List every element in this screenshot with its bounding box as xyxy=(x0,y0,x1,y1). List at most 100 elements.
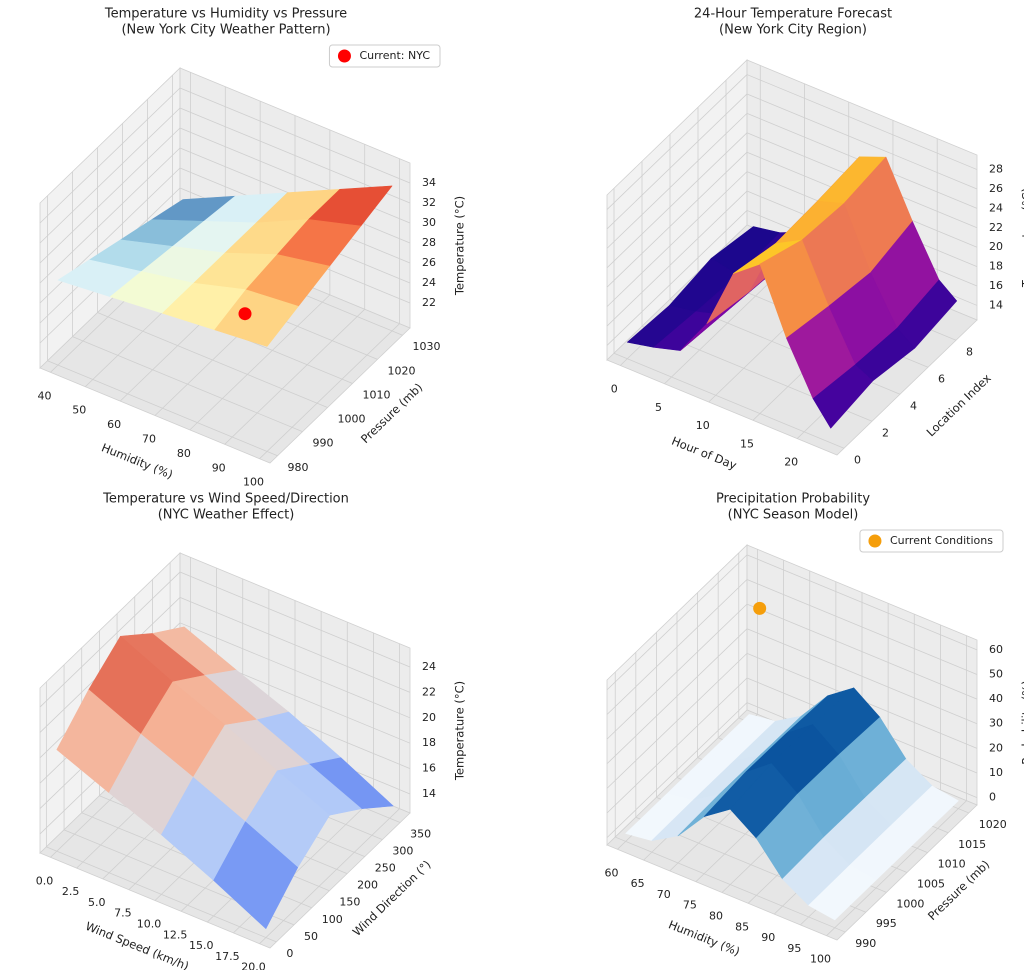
z-axis-label: Temperature (°C) xyxy=(453,196,467,296)
z-axis-label: Probability (%) xyxy=(1020,680,1024,764)
z-tick-label: 20 xyxy=(989,240,1003,253)
grid-line xyxy=(606,702,748,838)
grid-line xyxy=(606,113,748,249)
z-tick-label: 60 xyxy=(989,643,1003,656)
x-tick-label: 15 xyxy=(740,437,754,450)
grid-line xyxy=(615,836,846,933)
x-tick-label: 80 xyxy=(709,910,723,923)
y-tick-label: 150 xyxy=(339,896,360,909)
subplot: 40 50 60 70 80 90 100 980 990 1000 1010 1020 1030 22 2… xyxy=(37,7,466,489)
grid-line xyxy=(606,190,748,327)
y-tick-label: 1000 xyxy=(338,413,366,426)
grid-line xyxy=(746,93,978,190)
grid-line xyxy=(189,294,331,431)
x-tick-label: 85 xyxy=(735,920,749,933)
z-axis-label: Temperature (°C) xyxy=(453,681,467,781)
legend-marker xyxy=(337,49,351,63)
x-tick-label: 60 xyxy=(604,866,618,879)
grid-line xyxy=(746,603,978,700)
x-tick-label: 20 xyxy=(784,456,798,469)
legend-box xyxy=(328,44,441,68)
y-tick-label: 1015 xyxy=(958,838,986,851)
chart-subtitle: (NYC Season Model) xyxy=(728,508,859,523)
z-tick-label: 0 xyxy=(989,791,996,804)
grid-line xyxy=(606,653,748,789)
x-tick-label: 65 xyxy=(631,877,645,890)
grid-line xyxy=(97,312,328,408)
grid-line xyxy=(179,622,411,719)
x-tick-label: 70 xyxy=(657,888,671,901)
grid-line xyxy=(606,554,748,691)
grid-line xyxy=(39,147,181,284)
x-tick-label: 90 xyxy=(761,931,775,944)
z-tick-label: 22 xyxy=(422,685,436,698)
z-tick-label: 28 xyxy=(989,163,1003,176)
grid-line xyxy=(606,579,748,715)
y-tick-label: 1030 xyxy=(413,340,441,353)
y-tick-label: 990 xyxy=(855,937,876,950)
y-tick-label: 6 xyxy=(938,372,945,385)
grid-line xyxy=(613,352,845,449)
grid-line xyxy=(606,171,748,307)
grid-line xyxy=(47,360,278,457)
x-tick-label: 10 xyxy=(696,419,710,432)
x-tick-label: 40 xyxy=(37,389,51,402)
scatter-point xyxy=(238,307,252,321)
grid-line xyxy=(39,87,181,224)
grid-line xyxy=(46,846,277,943)
x-tick-label: 80 xyxy=(177,447,191,460)
z-tick-label: 26 xyxy=(422,256,436,269)
grid-line xyxy=(39,127,181,264)
z-tick-label: 24 xyxy=(989,201,1003,214)
z-tick-label: 50 xyxy=(989,667,1003,680)
chart-title: Temperature vs Humidity vs Pressure xyxy=(104,7,347,22)
x-tick-label: 100 xyxy=(810,953,831,966)
y-tick-label: 995 xyxy=(876,917,897,930)
z-tick-label: 20 xyxy=(989,741,1003,754)
chart-title: 24-Hour Temperature Forecast xyxy=(694,7,892,22)
grid-line xyxy=(606,210,748,346)
grid-line xyxy=(606,132,748,269)
x-tick-label: 75 xyxy=(683,899,697,912)
grid-line xyxy=(72,336,303,433)
x-axis-label: Hour of Day xyxy=(670,434,739,473)
x-tick-label: 20.0 xyxy=(241,961,266,970)
surface-patch xyxy=(812,364,874,429)
grid-line xyxy=(39,107,181,244)
y-tick-label: 1020 xyxy=(388,364,416,377)
z-axis-label: Temperature (°C) xyxy=(1020,188,1024,288)
surface-patch xyxy=(214,289,299,347)
y-axis-label: Location Index xyxy=(924,371,994,440)
x-tick-label: 12.5 xyxy=(163,928,188,941)
grid-line xyxy=(606,151,748,288)
z-tick-label: 18 xyxy=(989,260,1003,273)
z-tick-label: 32 xyxy=(422,196,436,209)
grid-line xyxy=(224,308,365,445)
y-tick-label: 0 xyxy=(286,947,293,960)
x-axis-label: Humidity (%) xyxy=(99,440,174,481)
subplot: 6065707580859095100990995100010051010101… xyxy=(604,492,1024,966)
z-tick-label: 20 xyxy=(422,711,436,724)
grid-line xyxy=(259,323,400,459)
y-tick-label: 1005 xyxy=(917,878,945,891)
x-tick-label: 2.5 xyxy=(62,885,80,898)
y-tick-label: 990 xyxy=(313,437,334,450)
grid-line xyxy=(259,808,400,944)
grid-line xyxy=(746,74,978,170)
legend-marker xyxy=(868,534,882,548)
z-tick-label: 16 xyxy=(989,279,1003,292)
grid-line xyxy=(746,579,978,675)
x-tick-label: 7.5 xyxy=(114,907,132,920)
x-axis-label: Humidity (%) xyxy=(666,917,741,958)
x-tick-label: 10.0 xyxy=(137,918,162,931)
chart-title: Temperature vs Wind Speed/Direction xyxy=(102,492,349,507)
grid-line xyxy=(179,571,411,668)
x-tick-label: 0.0 xyxy=(36,874,54,887)
x-tick-label: 17.5 xyxy=(215,950,240,963)
grid-line xyxy=(39,571,181,708)
z-tick-label: 24 xyxy=(422,276,436,289)
y-tick-label: 250 xyxy=(375,862,396,875)
y-tick-label: 350 xyxy=(410,828,431,841)
subplot: 0.0 2.5 5.0 7.5 10.012.515.017.520.0 0 50 100 15… xyxy=(36,492,467,970)
z-tick-label: 18 xyxy=(422,736,436,749)
